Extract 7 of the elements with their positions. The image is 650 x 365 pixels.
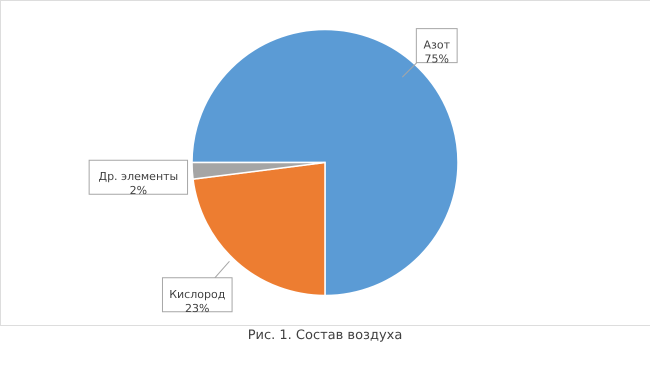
data-label: 75%	[424, 52, 449, 66]
data-label: 23%	[185, 302, 210, 315]
text: Рис. 1. Состав воздуха	[248, 328, 402, 343]
slice-label: Азот	[423, 38, 451, 52]
slice-label: Др. элементы	[98, 170, 178, 184]
data-label: 2%	[130, 184, 148, 198]
slice-label: Кислород	[169, 288, 226, 301]
